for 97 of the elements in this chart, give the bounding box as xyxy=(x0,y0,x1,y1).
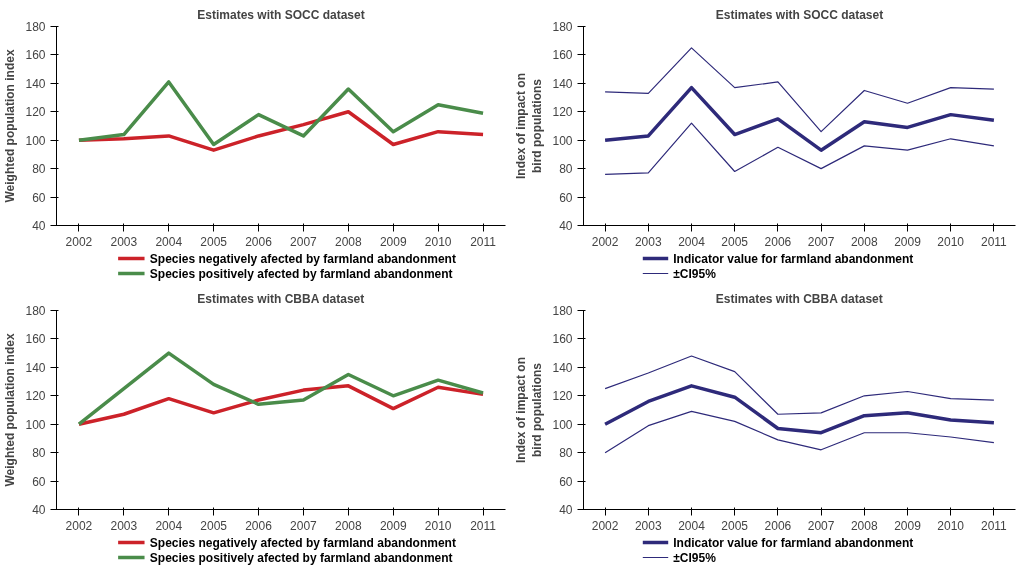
x-tick-label: 2005 xyxy=(721,518,749,533)
y-tick-label: 120 xyxy=(552,389,573,404)
y-tick-label: 160 xyxy=(552,332,573,347)
x-tick-label: 2010 xyxy=(937,234,965,249)
legend-label: Indicator value for farmland abandonment xyxy=(673,251,914,266)
x-tick-label: 2008 xyxy=(335,518,363,533)
x-tick-label: 2006 xyxy=(764,234,792,249)
y-tick-label: 60 xyxy=(559,190,573,205)
chart-title: Estimates with SOCC dataset xyxy=(715,7,884,22)
y-tick-label: 100 xyxy=(25,133,46,148)
line-series xyxy=(604,122,995,175)
y-tick-label: 160 xyxy=(25,332,46,347)
y-tick-label: 120 xyxy=(25,389,46,404)
y-tick-label: 140 xyxy=(25,360,46,375)
chart-title: Estimates with CBBA dataset xyxy=(197,291,365,306)
x-tick-label: 2002 xyxy=(591,518,619,533)
y-tick-label: 60 xyxy=(32,474,46,489)
x-tick-label: 2002 xyxy=(65,234,93,249)
y-tick-label: 60 xyxy=(32,190,46,205)
chart-title: Estimates with SOCC dataset xyxy=(197,7,365,22)
x-tick-label: 2006 xyxy=(245,518,273,533)
x-tick-label: 2004 xyxy=(678,234,706,249)
line-series xyxy=(604,47,995,133)
y-tick-label: 140 xyxy=(25,76,46,91)
y-tick-label: 120 xyxy=(552,105,573,120)
y-tick-label: 60 xyxy=(559,474,573,489)
line-series xyxy=(603,85,996,152)
x-tick-label: 2004 xyxy=(678,518,706,533)
x-tick-label: 2009 xyxy=(894,518,922,533)
line-series xyxy=(77,351,485,426)
x-tick-label: 2010 xyxy=(424,518,452,533)
x-tick-label: 2002 xyxy=(591,234,619,249)
y-tick-label: 140 xyxy=(552,76,573,91)
y-tick-label: 40 xyxy=(559,219,573,233)
x-tick-label: 2009 xyxy=(379,234,407,249)
x-tick-label: 2009 xyxy=(894,234,922,249)
line-series xyxy=(604,355,995,415)
x-tick-label: 2003 xyxy=(110,518,138,533)
legend-label: Species negatively afected by farmland abandonment xyxy=(149,535,456,550)
y-tick-label: 120 xyxy=(25,105,46,120)
chart-title: Estimates with CBBA dataset xyxy=(715,291,883,306)
x-tick-label: 2007 xyxy=(807,234,835,249)
y-tick-label: 80 xyxy=(32,446,46,461)
x-tick-label: 2011 xyxy=(470,234,497,249)
legend-label: Species positively afected by farmland abandonment xyxy=(149,550,453,565)
legend-label: ±CI95% xyxy=(673,266,717,281)
line-series xyxy=(604,410,995,454)
x-tick-label: 2010 xyxy=(937,518,965,533)
x-tick-label: 2003 xyxy=(634,234,662,249)
x-tick-label: 2006 xyxy=(764,518,792,533)
x-tick-label: 2003 xyxy=(110,234,138,249)
y-axis-title: Index of impact on bird populations xyxy=(513,72,545,179)
x-tick-label: 2011 xyxy=(470,518,497,533)
y-tick-label: 160 xyxy=(25,48,46,63)
y-axis-title: Index of impact on bird populations xyxy=(513,356,545,463)
y-tick-label: 40 xyxy=(32,219,46,233)
legend-label: Species negatively afected by farmland abandonment xyxy=(149,251,456,266)
y-tick-label: 80 xyxy=(559,162,573,177)
line-series xyxy=(77,80,485,147)
x-tick-label: 2008 xyxy=(850,234,878,249)
y-tick-label: 80 xyxy=(32,162,46,177)
y-tick-label: 180 xyxy=(552,304,573,318)
y-tick-label: 100 xyxy=(552,417,573,432)
x-tick-label: 2003 xyxy=(634,518,662,533)
y-tick-label: 40 xyxy=(32,503,46,517)
line-series xyxy=(77,384,485,426)
y-axis-title: Weighted population index xyxy=(3,333,18,487)
x-tick-label: 2007 xyxy=(290,518,318,533)
y-tick-label: 100 xyxy=(25,417,46,432)
x-tick-label: 2006 xyxy=(245,234,273,249)
x-tick-label: 2004 xyxy=(155,234,183,249)
y-tick-label: 100 xyxy=(552,133,573,148)
y-tick-label: 180 xyxy=(552,20,573,34)
line-series xyxy=(603,384,996,435)
x-tick-label: 2010 xyxy=(424,234,452,249)
x-tick-label: 2009 xyxy=(379,518,407,533)
legend-label: Species positively afected by farmland abandonment xyxy=(149,266,453,281)
legend-label: Indicator value for farmland abandonment xyxy=(673,535,914,550)
x-tick-label: 2002 xyxy=(65,518,93,533)
y-tick-label: 40 xyxy=(559,503,573,517)
y-axis-title: Weighted population index xyxy=(3,49,18,203)
y-tick-label: 80 xyxy=(559,446,573,461)
x-tick-label: 2011 xyxy=(981,518,1008,533)
x-tick-label: 2008 xyxy=(335,234,363,249)
y-tick-label: 180 xyxy=(25,20,46,34)
y-tick-label: 180 xyxy=(25,304,46,318)
x-tick-label: 2005 xyxy=(200,234,228,249)
x-tick-label: 2004 xyxy=(155,518,183,533)
x-tick-label: 2005 xyxy=(200,518,228,533)
x-tick-label: 2008 xyxy=(850,518,878,533)
y-tick-label: 160 xyxy=(552,48,573,63)
legend-label: ±CI95% xyxy=(673,550,717,565)
x-tick-label: 2007 xyxy=(290,234,318,249)
x-tick-label: 2011 xyxy=(981,234,1008,249)
x-tick-label: 2005 xyxy=(721,234,749,249)
y-tick-label: 140 xyxy=(552,360,573,375)
x-tick-label: 2007 xyxy=(807,518,835,533)
